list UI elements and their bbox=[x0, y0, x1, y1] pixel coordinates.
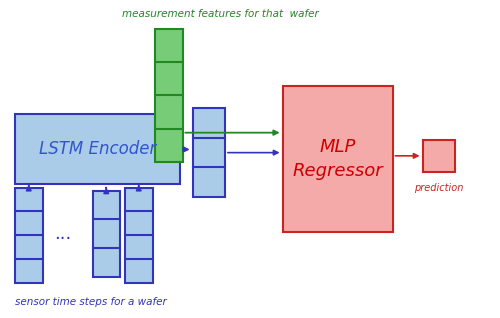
Text: LSTM Encoder: LSTM Encoder bbox=[39, 141, 156, 158]
Bar bbox=[92, 191, 120, 277]
Text: MLP
Regressor: MLP Regressor bbox=[292, 138, 383, 180]
Bar bbox=[15, 114, 180, 184]
Bar bbox=[15, 188, 42, 283]
Bar bbox=[125, 188, 152, 283]
Text: measurement features for that  wafer: measurement features for that wafer bbox=[122, 9, 320, 19]
Text: sensor time steps for a wafer: sensor time steps for a wafer bbox=[15, 297, 167, 307]
Text: ...: ... bbox=[54, 225, 71, 243]
Bar bbox=[155, 29, 182, 162]
Bar bbox=[422, 140, 455, 172]
Bar bbox=[282, 86, 393, 232]
Bar bbox=[192, 108, 225, 197]
Text: prediction: prediction bbox=[414, 183, 464, 193]
